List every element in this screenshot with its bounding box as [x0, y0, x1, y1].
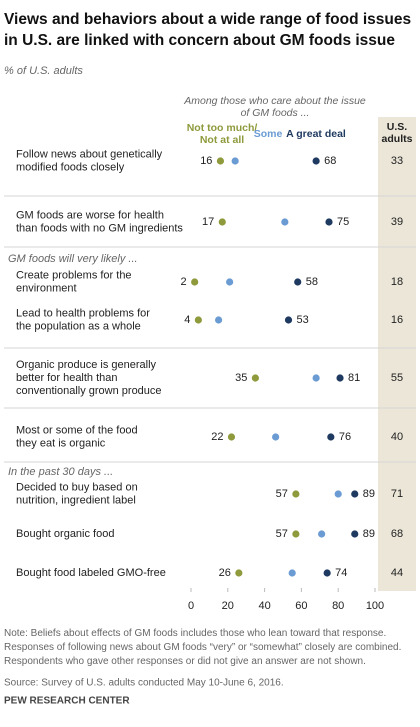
value-label: 76 [339, 431, 351, 443]
total-value: 71 [391, 488, 403, 500]
value-label: 89 [363, 528, 375, 540]
x-tick-label: 40 [258, 600, 270, 612]
value-label: 22 [211, 431, 223, 443]
dot [226, 278, 234, 286]
x-tick-label: 60 [295, 600, 307, 612]
row-label: Bought food labeled GMO-free [16, 567, 166, 579]
total-value: 55 [391, 372, 403, 384]
dot [323, 569, 331, 577]
dot [294, 278, 302, 286]
total-value: 39 [391, 216, 403, 228]
dot [227, 433, 236, 441]
dot [334, 490, 342, 498]
section-label: In the past 30 days ... [8, 466, 113, 478]
dot [288, 569, 296, 577]
dot [312, 157, 320, 165]
dot [325, 218, 333, 226]
dot [218, 218, 226, 226]
value-label: 53 [297, 314, 309, 326]
value-label: 74 [335, 567, 347, 579]
legend-label: Some [254, 128, 283, 140]
value-label: 57 [276, 488, 288, 500]
source: Source: Survey of U.S. adults conducted … [4, 678, 284, 689]
value-label: 2 [181, 276, 187, 288]
dot [351, 530, 359, 538]
value-label: 26 [219, 567, 231, 579]
dot [284, 316, 293, 324]
subtitle: % of U.S. adults [4, 65, 83, 77]
row-label: Organic produce is generally better for h… [16, 359, 162, 397]
dot [216, 157, 225, 165]
value-label: 58 [306, 276, 318, 288]
value-label: 35 [235, 372, 247, 384]
legend-label: A great deal [286, 128, 346, 140]
total-value: 18 [391, 276, 403, 288]
dot [191, 278, 199, 286]
dot [231, 157, 239, 165]
credit: PEW RESEARCH CENTER [4, 696, 130, 707]
value-label: 68 [324, 155, 336, 167]
note: Note: Beliefs about effects of GM foods … [4, 628, 401, 667]
dot [194, 316, 202, 324]
total-value: 40 [391, 431, 403, 443]
chart-title: Views and behaviors about a wide range o… [4, 11, 411, 49]
dot [272, 433, 280, 441]
dot [251, 374, 259, 382]
legend-label: Not too much/Not at all [187, 122, 258, 146]
dot [318, 530, 326, 538]
dot [235, 569, 243, 577]
total-column-bg [378, 117, 416, 591]
row-label: Lead to health problems for the populatio… [16, 307, 150, 332]
dot [327, 433, 335, 441]
row-label: Decided to buy based on nutrition, ingred… [16, 481, 138, 506]
dot [336, 374, 344, 382]
total-value: 68 [391, 528, 403, 540]
dot [215, 316, 223, 324]
value-label: 16 [200, 155, 212, 167]
value-label: 89 [363, 488, 375, 500]
value-label: 17 [202, 216, 214, 228]
value-label: 81 [348, 372, 360, 384]
x-tick-label: 80 [332, 600, 344, 612]
value-label: 4 [184, 314, 190, 326]
value-label: 57 [276, 528, 288, 540]
row-label: GM foods are worse for health than foods … [16, 209, 183, 234]
row-label: Follow news about genetically modified fo… [16, 148, 163, 173]
annotation: Among those who care about the issue of G… [183, 95, 366, 119]
dot [292, 530, 300, 538]
row-label: Create problems for the environment [16, 269, 132, 294]
total-value: 16 [391, 314, 403, 326]
dot [312, 374, 320, 382]
dot [351, 490, 359, 498]
total-value: 44 [391, 567, 403, 579]
value-label: 75 [337, 216, 349, 228]
row-label: Most or some of the food they eat is orga… [16, 424, 138, 449]
dot [281, 218, 289, 226]
dot [292, 490, 300, 498]
x-tick-label: 100 [366, 600, 384, 612]
total-value: 33 [391, 155, 403, 167]
total-header: U.S. adults [382, 121, 413, 145]
row-label: Bought organic food [16, 528, 114, 540]
section-label: GM foods will very likely ... [8, 253, 138, 265]
x-tick-label: 0 [188, 600, 194, 612]
x-tick-label: 20 [222, 600, 234, 612]
